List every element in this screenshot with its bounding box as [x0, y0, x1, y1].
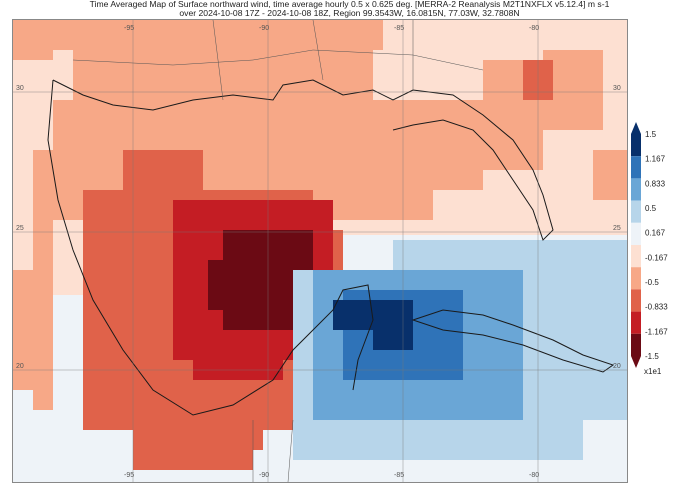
colorbar-swatch [631, 200, 641, 223]
title-line-2: over 2024-10-08 17Z - 2024-10-08 18Z, Re… [179, 8, 520, 18]
colorbar-tick-label: -1.167 [645, 327, 668, 336]
colorbar-max-triangle [631, 122, 641, 134]
lon-label-bottom-4: -80 [529, 472, 539, 479]
colorbar-swatch [631, 289, 641, 312]
map-title: Time Averaged Map of Surface northward w… [0, 0, 699, 18]
lat-label-left-2: 25 [16, 225, 24, 232]
lon-label-bottom-1: -95 [124, 472, 134, 479]
colorbar-labels: 1.5 1.167 0.833 0.5 0.167 -0.167 -0.5 -0.833 -1.… [645, 130, 668, 361]
lon-label-top-3: -85 [394, 25, 404, 32]
lon-label-top-1: -95 [124, 25, 134, 32]
lat-label-right-3: 20 [613, 363, 621, 370]
colorbar: 1.5 1.167 0.833 0.5 0.167 -0.167 -0.5 -0.833 -1.… [631, 122, 668, 376]
wind-map[interactable]: -95 -90 -85 -80 -95 -90 -85 -80 30 25 20… [13, 20, 627, 482]
colorbar-swatch [631, 245, 641, 268]
colorbar-swatch [631, 267, 641, 290]
land-borders [72, 20, 484, 482]
colorbar-swatch [631, 311, 641, 334]
lon-label-top-2: -90 [259, 25, 269, 32]
lat-label-left-1: 30 [16, 85, 24, 92]
colorbar-tick-label: -0.167 [645, 253, 668, 262]
colorbar-tick-label: -0.5 [645, 278, 659, 287]
colorbar-tick-label: -1.5 [645, 352, 659, 361]
map-panel[interactable]: -95 -90 -85 -80 -95 -90 -85 -80 30 25 20… [12, 19, 628, 483]
lat-label-right-2: 25 [613, 225, 621, 232]
field-dark-blue [333, 300, 413, 350]
lon-label-bottom-3: -85 [394, 472, 404, 479]
coastline-cuba [411, 309, 615, 373]
colorbar-swatch [631, 156, 641, 179]
colorbar-min-triangle [631, 356, 641, 368]
title-line-1: Time Averaged Map of Surface northward w… [89, 0, 610, 9]
colorbar-swatch [631, 333, 641, 356]
colorbar-tick-label: 0.167 [645, 229, 666, 238]
lon-label-top-4: -80 [529, 25, 539, 32]
colorbar-tick-label: 0.833 [645, 179, 666, 188]
graticule [13, 20, 627, 482]
lat-label-right-1: 30 [613, 85, 621, 92]
lat-label-left-3: 20 [16, 363, 24, 370]
colorbar-swatch [631, 134, 641, 157]
coastline-gulf [47, 79, 554, 416]
colorbar-tick-label: 1.167 [645, 155, 666, 164]
lon-label-bottom-2: -90 [259, 472, 269, 479]
colorbar-tick-label: 0.5 [645, 204, 657, 213]
colorbar-swatch [631, 178, 641, 201]
colorbar-unit-label: x1e1 [644, 367, 662, 376]
colorbar-tick-label: 1.5 [645, 130, 657, 139]
colorbar-swatch [631, 222, 641, 245]
colorbar-tick-label: -0.833 [645, 303, 668, 312]
colorbar-swatches [631, 122, 641, 368]
